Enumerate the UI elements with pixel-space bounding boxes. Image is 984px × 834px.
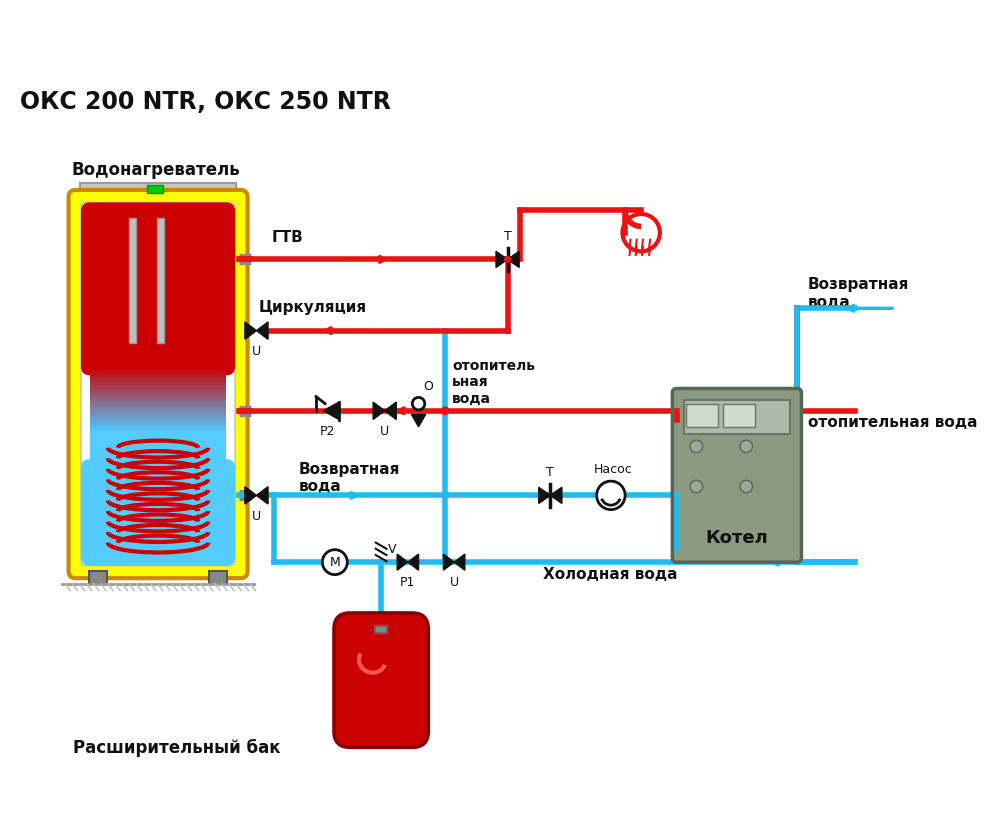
Bar — [90, 424, 226, 426]
Text: Котел: Котел — [706, 529, 769, 547]
Bar — [90, 409, 226, 412]
Circle shape — [596, 481, 625, 510]
Polygon shape — [411, 414, 426, 427]
Text: U: U — [252, 510, 261, 523]
Bar — [90, 392, 226, 394]
Bar — [90, 415, 226, 418]
Bar — [90, 428, 226, 431]
Bar — [90, 375, 226, 378]
Circle shape — [412, 398, 425, 409]
Bar — [90, 403, 226, 405]
Bar — [723, 404, 755, 427]
Text: O: O — [423, 380, 433, 393]
Polygon shape — [385, 402, 397, 420]
Bar — [129, 219, 136, 343]
Bar — [90, 379, 226, 382]
Circle shape — [504, 256, 511, 263]
Polygon shape — [245, 322, 257, 339]
Bar — [90, 400, 226, 404]
Text: Возвратная
вода: Возвратная вода — [808, 277, 909, 309]
Bar — [90, 370, 226, 374]
Bar — [375, 626, 388, 633]
Bar — [90, 377, 226, 380]
Text: отопитель
ьная
вода: отопитель ьная вода — [453, 359, 535, 405]
Text: Циркуляция: Циркуляция — [258, 300, 366, 315]
Circle shape — [504, 327, 511, 334]
Text: T: T — [504, 230, 512, 244]
Bar — [90, 394, 226, 397]
Text: T: T — [546, 466, 554, 480]
Polygon shape — [539, 487, 550, 504]
FancyBboxPatch shape — [672, 389, 801, 562]
Bar — [147, 184, 162, 193]
Text: P2: P2 — [320, 425, 336, 438]
FancyBboxPatch shape — [81, 203, 235, 565]
Text: V: V — [389, 543, 397, 556]
FancyBboxPatch shape — [81, 459, 235, 565]
Bar — [90, 389, 226, 393]
Polygon shape — [324, 402, 339, 420]
Bar — [90, 220, 226, 366]
Polygon shape — [496, 251, 508, 268]
FancyBboxPatch shape — [334, 613, 428, 747]
Circle shape — [441, 406, 450, 415]
Text: Водонагреватель: Водонагреватель — [71, 161, 240, 179]
Bar — [89, 571, 107, 584]
Bar — [90, 404, 226, 408]
Bar — [90, 421, 226, 425]
Polygon shape — [398, 554, 407, 570]
Bar — [90, 417, 226, 420]
Bar — [90, 413, 226, 416]
Bar — [90, 425, 226, 429]
Bar — [210, 571, 227, 584]
Bar — [90, 411, 226, 414]
Circle shape — [323, 550, 347, 575]
Bar — [90, 373, 226, 376]
Circle shape — [740, 480, 753, 493]
Circle shape — [740, 440, 753, 453]
Text: ГТВ: ГТВ — [272, 230, 303, 245]
Text: U: U — [450, 575, 459, 589]
Text: Расширительный бак: Расширительный бак — [73, 738, 280, 756]
Text: P1: P1 — [400, 575, 415, 589]
Bar — [90, 398, 226, 401]
Bar — [90, 384, 226, 386]
Polygon shape — [257, 487, 268, 504]
Bar — [684, 400, 790, 434]
Text: Насос: Насос — [593, 463, 632, 475]
Polygon shape — [508, 251, 520, 268]
Polygon shape — [373, 402, 385, 420]
Text: отопительная вода: отопительная вода — [808, 415, 977, 430]
Polygon shape — [245, 487, 257, 504]
Bar — [90, 381, 226, 384]
Bar — [90, 430, 226, 506]
Polygon shape — [407, 554, 418, 570]
Text: Холодная вода: Холодная вода — [543, 567, 678, 582]
Polygon shape — [257, 322, 268, 339]
Bar — [90, 388, 226, 390]
FancyBboxPatch shape — [81, 203, 235, 375]
Polygon shape — [550, 487, 562, 504]
Text: ОКС 200 NTR, ОКС 250 NTR: ОКС 200 NTR, ОКС 250 NTR — [20, 90, 391, 114]
Text: Возвратная
вода: Возвратная вода — [298, 461, 400, 494]
Bar — [90, 369, 226, 372]
Polygon shape — [455, 554, 464, 570]
Bar — [90, 396, 226, 399]
FancyBboxPatch shape — [69, 190, 248, 578]
Text: U: U — [252, 345, 261, 358]
Bar — [90, 385, 226, 389]
Bar — [90, 366, 226, 369]
Bar — [686, 404, 717, 427]
Circle shape — [690, 440, 703, 453]
Text: U: U — [380, 425, 390, 438]
Text: M: M — [330, 555, 340, 569]
Bar — [90, 420, 226, 422]
Bar — [157, 219, 164, 343]
Bar — [90, 407, 226, 409]
Circle shape — [690, 480, 703, 493]
Polygon shape — [444, 554, 455, 570]
Bar — [80, 183, 236, 198]
